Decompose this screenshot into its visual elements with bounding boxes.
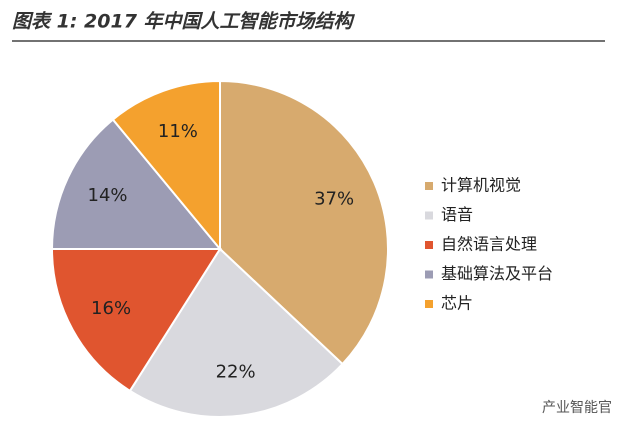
legend-swatch: [425, 182, 433, 190]
value-label: 14%: [88, 185, 128, 206]
watermark: 产业智能官: [542, 400, 612, 416]
legend-label: 计算机视觉: [441, 176, 521, 195]
value-label: 11%: [158, 121, 198, 142]
pie-slice: [50, 248, 222, 393]
legend-label: 芯片: [441, 294, 473, 313]
legend-swatch: [425, 300, 433, 308]
pie-slice: [111, 79, 221, 252]
value-label: 37%: [314, 189, 354, 210]
pie-slice: [219, 79, 389, 366]
legend-swatch: [425, 211, 433, 220]
legend-label: 语音: [441, 205, 473, 224]
legend-swatch: [425, 241, 433, 249]
value-label: 16%: [91, 298, 131, 319]
value-label: 22%: [216, 361, 256, 382]
pie-slice: [50, 118, 223, 250]
legend-label: 基础算法及平台: [441, 264, 553, 283]
legend-swatch: [425, 270, 433, 279]
legend-label: 自然语言处理: [441, 235, 537, 254]
pie-slice: [128, 247, 344, 418]
chart-title: 图表 1: 2017 年中国人工智能市场结构: [12, 11, 356, 33]
